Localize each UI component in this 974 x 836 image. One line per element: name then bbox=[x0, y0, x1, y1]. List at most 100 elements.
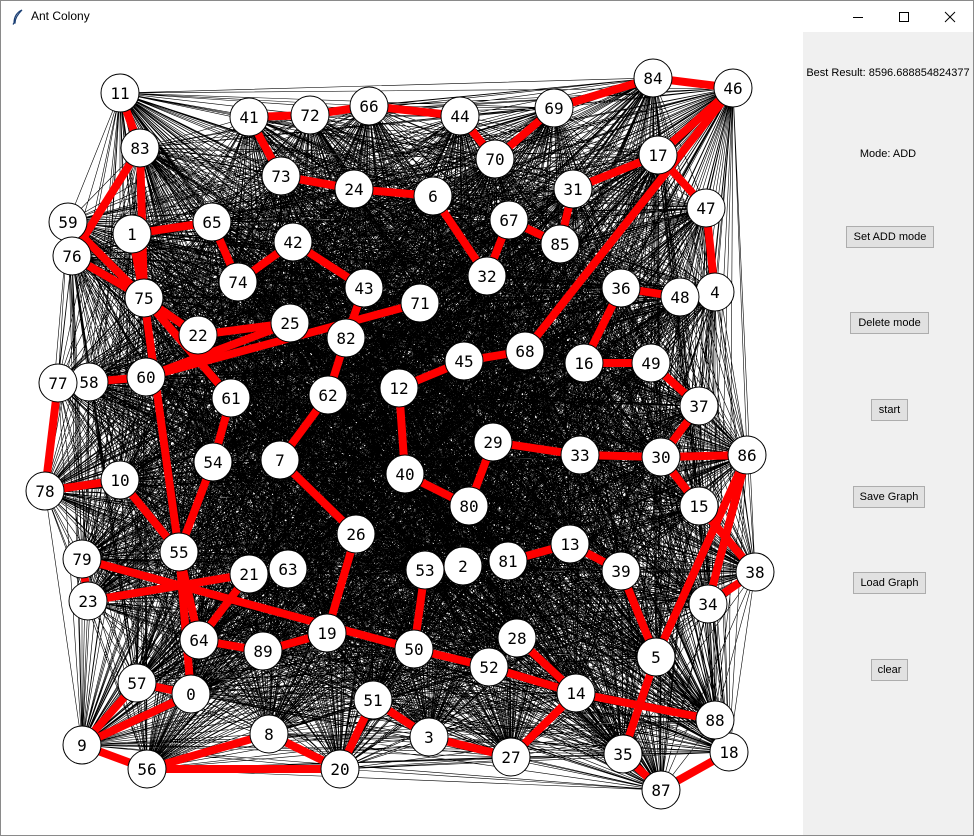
graph-node-73[interactable]: 73 bbox=[261, 156, 301, 196]
graph-node-25[interactable]: 25 bbox=[270, 303, 310, 343]
graph-node-82[interactable]: 82 bbox=[326, 318, 366, 358]
graph-node-89[interactable]: 89 bbox=[243, 631, 283, 671]
graph-node-19[interactable]: 19 bbox=[307, 613, 347, 653]
graph-node-0[interactable]: 0 bbox=[171, 674, 211, 714]
graph-node-61[interactable]: 61 bbox=[211, 378, 251, 418]
graph-node-60[interactable]: 60 bbox=[126, 357, 166, 397]
graph-node-3[interactable]: 3 bbox=[409, 717, 449, 757]
graph-node-1[interactable]: 1 bbox=[112, 214, 152, 254]
graph-canvas[interactable]: 0 1 3 4 5 6 7 8 9 10 11 12 13 14 15 16 17 18 19 20 21 22 23 24 2… bbox=[1, 32, 803, 835]
graph-node-10[interactable]: 10 bbox=[100, 460, 140, 500]
load-graph-button[interactable]: Load Graph bbox=[853, 572, 926, 594]
graph-node-51[interactable]: 51 bbox=[353, 680, 393, 720]
graph-node-48[interactable]: 48 bbox=[660, 277, 700, 317]
graph-node-62[interactable]: 62 bbox=[308, 375, 348, 415]
close-button[interactable] bbox=[927, 1, 973, 32]
graph-node-71[interactable]: 71 bbox=[400, 283, 440, 323]
title-bar[interactable]: Ant Colony bbox=[1, 1, 973, 32]
graph-node-75[interactable]: 75 bbox=[124, 278, 164, 318]
graph-node-68[interactable]: 68 bbox=[505, 331, 545, 371]
graph-node-40[interactable]: 40 bbox=[385, 454, 425, 494]
minimize-button[interactable] bbox=[835, 1, 881, 32]
graph-node-64[interactable]: 64 bbox=[179, 620, 219, 660]
graph-node-65[interactable]: 65 bbox=[192, 202, 232, 242]
graph-node-34[interactable]: 34 bbox=[688, 584, 728, 624]
graph-node-31[interactable]: 31 bbox=[553, 169, 593, 209]
graph-node-41[interactable]: 41 bbox=[229, 97, 269, 137]
graph-node-15[interactable]: 15 bbox=[679, 486, 719, 526]
graph-node-88[interactable]: 88 bbox=[695, 700, 735, 740]
graph-node-77[interactable]: 77 bbox=[38, 363, 78, 403]
start-button[interactable]: start bbox=[871, 399, 908, 421]
graph-node-59[interactable]: 59 bbox=[48, 202, 88, 242]
graph-node-50[interactable]: 50 bbox=[394, 629, 434, 669]
graph-node-46[interactable]: 46 bbox=[713, 68, 753, 108]
graph-node-33[interactable]: 33 bbox=[560, 435, 600, 475]
graph-node-78[interactable]: 78 bbox=[25, 471, 65, 511]
graph-node-28[interactable]: 28 bbox=[497, 618, 537, 658]
graph-node-53[interactable]: 53 bbox=[405, 550, 445, 590]
graph-node-84[interactable]: 84 bbox=[633, 58, 673, 98]
graph-node-47[interactable]: 47 bbox=[686, 188, 726, 228]
graph-node-2[interactable]: 2 bbox=[443, 546, 483, 586]
graph-node-37[interactable]: 37 bbox=[679, 386, 719, 426]
graph-svg[interactable]: 0134567891011121314151617181920212223242… bbox=[1, 32, 803, 835]
graph-node-35[interactable]: 35 bbox=[603, 734, 643, 774]
set-add-mode-button[interactable]: Set ADD mode bbox=[846, 226, 934, 248]
graph-node-80[interactable]: 80 bbox=[449, 486, 489, 526]
graph-node-12[interactable]: 12 bbox=[379, 368, 419, 408]
maximize-button[interactable] bbox=[881, 1, 927, 32]
graph-node-72[interactable]: 72 bbox=[290, 95, 330, 135]
delete-mode-button[interactable]: Delete mode bbox=[850, 312, 929, 334]
graph-node-11[interactable]: 11 bbox=[100, 73, 140, 113]
graph-node-22[interactable]: 22 bbox=[178, 315, 218, 355]
graph-node-32[interactable]: 32 bbox=[467, 256, 507, 296]
graph-node-85[interactable]: 85 bbox=[540, 224, 580, 264]
graph-node-4[interactable]: 4 bbox=[695, 272, 735, 312]
graph-node-6[interactable]: 6 bbox=[413, 176, 453, 216]
graph-node-63[interactable]: 63 bbox=[268, 549, 308, 589]
graph-node-20[interactable]: 20 bbox=[320, 749, 360, 789]
graph-node-87[interactable]: 87 bbox=[641, 770, 681, 810]
graph-node-21[interactable]: 21 bbox=[229, 554, 269, 594]
graph-node-69[interactable]: 69 bbox=[534, 88, 574, 128]
graph-node-7[interactable]: 7 bbox=[260, 440, 300, 480]
graph-node-66[interactable]: 66 bbox=[349, 86, 389, 126]
graph-node-74[interactable]: 74 bbox=[218, 262, 258, 302]
graph-node-45[interactable]: 45 bbox=[444, 341, 484, 381]
graph-node-14[interactable]: 14 bbox=[556, 673, 596, 713]
graph-node-43[interactable]: 43 bbox=[344, 268, 384, 308]
graph-node-16[interactable]: 16 bbox=[564, 343, 604, 383]
save-graph-button[interactable]: Save Graph bbox=[853, 486, 925, 508]
graph-node-54[interactable]: 54 bbox=[193, 442, 233, 482]
graph-node-81[interactable]: 81 bbox=[488, 541, 528, 581]
graph-node-29[interactable]: 29 bbox=[473, 422, 513, 462]
graph-node-79[interactable]: 79 bbox=[62, 539, 102, 579]
graph-node-70[interactable]: 70 bbox=[475, 139, 515, 179]
graph-node-39[interactable]: 39 bbox=[601, 551, 641, 591]
graph-node-83[interactable]: 83 bbox=[120, 128, 160, 168]
graph-node-8[interactable]: 8 bbox=[249, 714, 289, 754]
graph-node-5[interactable]: 5 bbox=[636, 637, 676, 677]
graph-node-67[interactable]: 67 bbox=[489, 200, 529, 240]
graph-node-57[interactable]: 57 bbox=[117, 663, 157, 703]
graph-node-17[interactable]: 17 bbox=[638, 135, 678, 175]
graph-node-86[interactable]: 86 bbox=[727, 435, 767, 475]
graph-node-49[interactable]: 49 bbox=[631, 343, 671, 383]
graph-node-27[interactable]: 27 bbox=[491, 737, 531, 777]
graph-node-76[interactable]: 76 bbox=[52, 236, 92, 276]
graph-node-55[interactable]: 55 bbox=[159, 532, 199, 572]
graph-node-44[interactable]: 44 bbox=[440, 96, 480, 136]
graph-node-9[interactable]: 9 bbox=[62, 725, 102, 765]
graph-node-23[interactable]: 23 bbox=[68, 581, 108, 621]
graph-node-26[interactable]: 26 bbox=[336, 514, 376, 554]
graph-node-56[interactable]: 56 bbox=[127, 749, 167, 789]
graph-node-42[interactable]: 42 bbox=[273, 222, 313, 262]
graph-node-58[interactable]: 58 bbox=[69, 362, 109, 402]
graph-node-13[interactable]: 13 bbox=[550, 524, 590, 564]
graph-node-36[interactable]: 36 bbox=[601, 268, 641, 308]
graph-node-52[interactable]: 52 bbox=[469, 647, 509, 687]
graph-node-38[interactable]: 38 bbox=[735, 552, 775, 592]
graph-node-30[interactable]: 30 bbox=[641, 437, 681, 477]
clear-button[interactable]: clear bbox=[871, 659, 908, 681]
